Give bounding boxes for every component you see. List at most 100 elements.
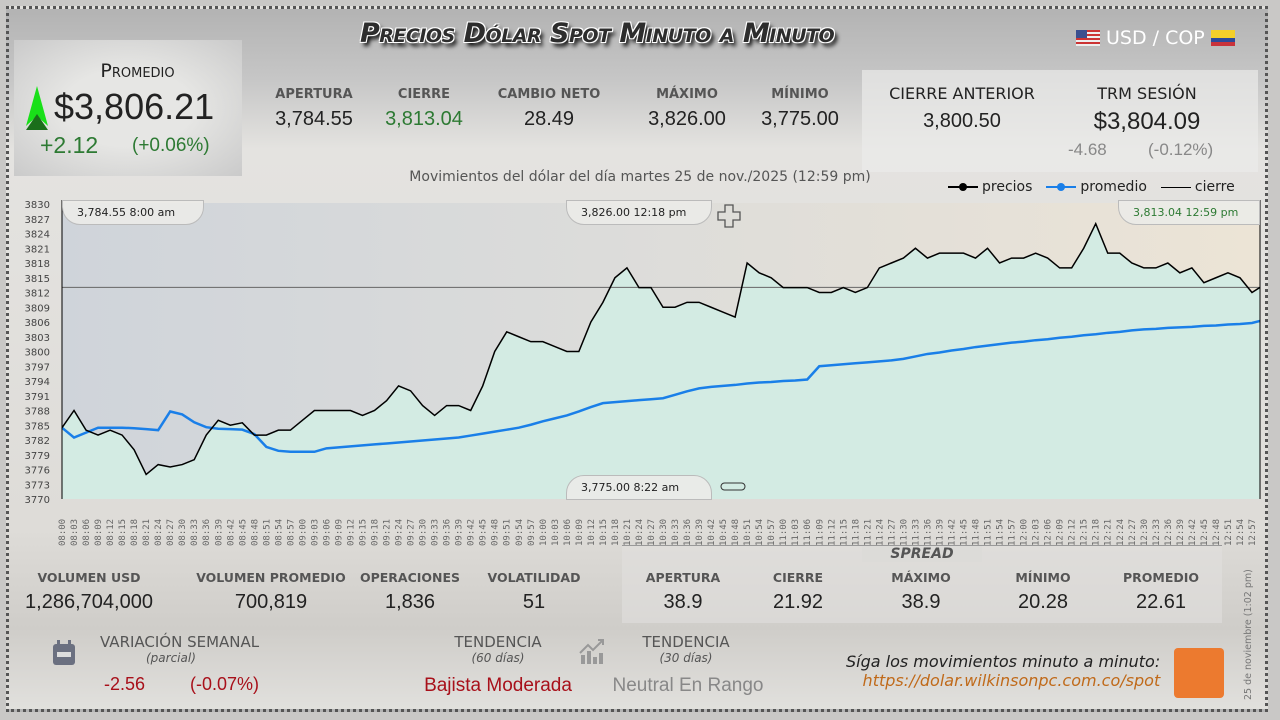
promedio-panel: Promedio $3,806.21 +2.12 (+0.06%) xyxy=(14,40,242,176)
x-tick-label: 12:45 xyxy=(1200,519,1210,546)
x-tick-label: 10:51 xyxy=(743,519,753,546)
y-tick-label: 3788 xyxy=(25,407,50,418)
spread-maximo: MÁXIMO 38.9 xyxy=(891,570,951,613)
stat-cambio-neto: CAMBIO NETO 28.49 xyxy=(497,87,601,130)
x-tick-label: 11:54 xyxy=(996,519,1006,546)
y-tick-label: 3782 xyxy=(25,436,50,447)
y-tick-label: 3773 xyxy=(25,480,50,491)
stat-minimo: MÍNIMO 3,775.00 xyxy=(761,87,839,130)
stat-volatilidad: VOLATILIDAD 51 xyxy=(487,570,581,613)
weekly-value: -2.56 xyxy=(104,674,146,694)
x-tick-label: 09:48 xyxy=(491,519,501,546)
weekly-pct: (-0.07%) xyxy=(190,674,260,694)
x-tick-label: 10:24 xyxy=(635,519,645,546)
trend30-label: TENDENCIA xyxy=(642,633,730,651)
max-annotation: 3,826.00 12:18 pm xyxy=(566,200,712,225)
x-tick-label: 11:36 xyxy=(923,519,933,546)
promedio-change: +2.12 xyxy=(40,132,99,158)
generated-timestamp: 25 de noviembre (1:02 pm) xyxy=(1243,569,1254,700)
stat-maximo: MÁXIMO 3,826.00 xyxy=(648,87,726,130)
x-tick-label: 09:18 xyxy=(371,519,381,546)
y-tick-label: 3809 xyxy=(25,303,50,314)
spread-title: SPREAD xyxy=(862,546,982,562)
x-tick-label: 08:39 xyxy=(214,519,224,546)
spread-promedio: PROMEDIO 22.61 xyxy=(1122,570,1200,613)
x-tick-label: 09:36 xyxy=(443,519,453,546)
x-tick-label: 12:30 xyxy=(1140,519,1150,546)
x-tick-label: 10:18 xyxy=(611,519,621,546)
promedio-label: Promedio xyxy=(100,60,175,82)
spread-minimo: MÍNIMO 20.28 xyxy=(1015,570,1071,613)
weekly-label: VARIACIÓN SEMANAL xyxy=(100,633,260,651)
x-tick-label: 11:09 xyxy=(815,519,825,546)
x-tick-label: 12:24 xyxy=(1116,519,1126,546)
x-tick-label: 08:09 xyxy=(94,519,104,546)
previous-close-label: CIERRE ANTERIOR xyxy=(889,84,1035,103)
reset-zoom-icon[interactable] xyxy=(720,482,746,491)
x-tick-label: 09:42 xyxy=(467,519,477,546)
promedio-value: $3,806.21 xyxy=(54,86,215,127)
x-tick-label: 10:39 xyxy=(695,519,705,546)
x-tick-label: 08:21 xyxy=(142,519,152,546)
y-tick-label: 3797 xyxy=(25,362,50,373)
x-tick-label: 10:21 xyxy=(623,519,633,546)
x-tick-label: 12:51 xyxy=(1224,519,1234,546)
x-tick-label: 09:09 xyxy=(334,519,344,546)
y-tick-label: 3776 xyxy=(25,466,50,477)
x-tick-label: 09:54 xyxy=(515,519,525,546)
us-flag-icon xyxy=(1076,30,1100,46)
x-tick-label: 12:09 xyxy=(1056,519,1066,546)
x-tick-label: 09:27 xyxy=(407,519,417,546)
legend-promedio[interactable]: promedio xyxy=(1046,179,1147,195)
spread-cierre: CIERRE 21.92 xyxy=(772,570,824,613)
stat-volumen-promedio: VOLUMEN PROMEDIO 700,819 xyxy=(196,570,346,613)
legend-precios[interactable]: precios xyxy=(948,179,1032,195)
trend30-value: Neutral En Rango xyxy=(612,675,764,696)
trend30-sub: (30 días) xyxy=(659,651,713,665)
x-tick-label: 11:24 xyxy=(875,519,885,546)
x-tick-label: 09:00 xyxy=(298,519,308,546)
previous-close-panel: CIERRE ANTERIOR 3,800.50 TRM SESIÓN $3,8… xyxy=(862,70,1258,172)
x-tick-label: 09:45 xyxy=(479,519,489,546)
x-tick-label: 10:30 xyxy=(659,519,669,546)
precios-line xyxy=(61,221,1261,476)
trm-value: $3,804.09 xyxy=(1093,108,1201,135)
y-tick-label: 3803 xyxy=(25,333,50,344)
legend-cierre[interactable]: cierre xyxy=(1160,179,1235,195)
follow-text: Síga los movimientos minuto a minuto: xyxy=(846,652,1161,671)
x-tick-label: 08:03 xyxy=(70,519,80,546)
x-tick-label: 10:06 xyxy=(563,519,573,546)
x-tick-label: 12:33 xyxy=(1152,519,1162,546)
x-tick-label: 09:15 xyxy=(359,519,369,546)
x-tick-label: 11:51 xyxy=(984,519,994,546)
x-tick-label: 11:03 xyxy=(791,519,801,546)
x-tick-label: 11:57 xyxy=(1008,519,1018,546)
spread-apertura: APERTURA 38.9 xyxy=(645,570,721,613)
price-chart[interactable]: 3830 3827 3824 3821 3818 3815 3812 3809 3806 3803… xyxy=(0,0,1280,560)
trend-chart-icon xyxy=(579,639,604,664)
x-tick-label: 10:27 xyxy=(647,519,657,546)
stat-operaciones: OPERACIONES 1,836 xyxy=(359,570,461,613)
currency-pair: USD / COP xyxy=(1076,27,1235,49)
x-tick-label: 11:33 xyxy=(911,519,921,546)
zoom-cross-icon[interactable] xyxy=(717,204,741,228)
stat-volumen-usd: VOLUMEN USD 1,286,704,000 xyxy=(25,570,153,613)
arrow-up-icon xyxy=(26,86,48,130)
x-tick-label: 10:54 xyxy=(755,519,765,546)
x-tick-label: 12:03 xyxy=(1032,519,1042,546)
x-tick-label: 08:15 xyxy=(118,519,128,546)
x-tick-label: 09:06 xyxy=(322,519,332,546)
open-annotation: 3,784.55 8:00 am xyxy=(62,200,204,225)
site-link[interactable]: https://dolar.wilkinsonpc.com.co/spot xyxy=(862,671,1161,690)
x-tick-label: 10:48 xyxy=(731,519,741,546)
x-tick-label: 10:57 xyxy=(767,519,777,546)
calendar-icon xyxy=(53,640,75,665)
x-tick-label: 12:21 xyxy=(1104,519,1114,546)
x-tick-label: 12:54 xyxy=(1236,519,1246,546)
trend60-label: TENDENCIA xyxy=(454,633,542,651)
x-tick-label: 12:18 xyxy=(1092,519,1102,546)
x-tick-label: 10:12 xyxy=(587,519,597,546)
wilkinson-logo[interactable] xyxy=(1174,648,1224,698)
x-tick-label: 11:30 xyxy=(899,519,909,546)
x-tick-label: 11:15 xyxy=(839,519,849,546)
